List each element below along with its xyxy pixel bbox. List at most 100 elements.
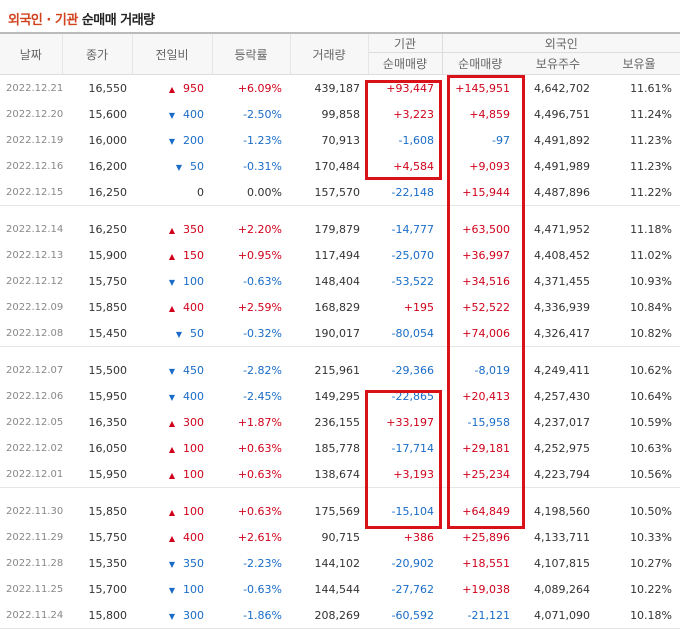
cell-rate: -0.63% — [243, 274, 282, 288]
cell-rate: +2.61% — [237, 530, 282, 544]
change-value: 100 — [183, 441, 204, 455]
change-value: 400 — [183, 530, 204, 544]
cell-institution-net: +3,223 — [393, 107, 434, 121]
cell-foreign-holdings: 4,487,896 — [534, 185, 590, 199]
cell-foreign-holdings: 4,133,711 — [534, 530, 590, 544]
cell-close: 16,250 — [88, 222, 128, 236]
cell-foreign-ratio: 10.62% — [630, 363, 673, 377]
cell-change: ▼ 450 — [132, 357, 212, 383]
table-row: 2022.12.20 15,600 ▼ 400 -2.50% 99,858 +3,223 +4… — [0, 101, 680, 127]
cell-rate: +0.95% — [237, 248, 282, 262]
cell-rate: -0.32% — [243, 326, 282, 340]
cell-close: 15,850 — [88, 300, 128, 314]
title-investors: 외국인 · 기관 — [8, 13, 78, 28]
triangle-down-icon: ▼ — [168, 277, 175, 287]
change-value: 50 — [190, 326, 204, 340]
cell-institution-net: -22,148 — [391, 185, 434, 199]
triangle-down-icon: ▼ — [168, 611, 175, 621]
change-value: 350 — [183, 222, 204, 236]
cell-date: 2022.11.30 — [6, 505, 64, 517]
cell-close: 15,850 — [88, 504, 128, 518]
cell-close: 15,800 — [88, 608, 128, 622]
cell-foreign-net: +34,516 — [462, 274, 510, 288]
cell-foreign-ratio: 11.61% — [630, 81, 673, 95]
cell-institution-net: +3,193 — [393, 467, 434, 481]
cell-foreign-net: +52,522 — [462, 300, 510, 314]
cell-close: 15,900 — [88, 248, 128, 262]
cell-institution-net: +93,447 — [386, 81, 434, 95]
cell-date: 2022.11.28 — [6, 557, 64, 569]
change-value: 200 — [183, 133, 204, 147]
cell-foreign-ratio: 10.64% — [630, 389, 673, 403]
cell-rate: -2.23% — [243, 556, 282, 570]
cell-volume: 157,570 — [314, 185, 361, 199]
cell-change: ▼ 100 — [132, 268, 212, 294]
cell-close: 15,500 — [88, 363, 128, 377]
cell-foreign-ratio: 11.18% — [630, 222, 673, 236]
cell-institution-net: +386 — [403, 530, 434, 544]
cell-rate: +2.59% — [237, 300, 282, 314]
cell-rate: +0.63% — [237, 441, 282, 455]
cell-foreign-ratio: 10.27% — [630, 556, 673, 570]
cell-change: ▼ 400 — [132, 383, 212, 409]
header-date: 날짜 — [0, 33, 63, 75]
cell-volume: 138,674 — [314, 467, 361, 481]
table-row: 2022.11.29 15,750 ▲ 400 +2.61% 90,715 +386 +25,… — [0, 524, 680, 550]
cell-rate: -1.86% — [243, 608, 282, 622]
triangle-down-icon: ▼ — [175, 329, 182, 339]
cell-institution-net: -53,522 — [391, 274, 434, 288]
cell-foreign-net: +15,944 — [462, 185, 510, 199]
cell-close: 15,350 — [88, 556, 128, 570]
cell-foreign-net: +25,896 — [462, 530, 510, 544]
cell-date: 2022.12.20 — [6, 108, 64, 120]
cell-foreign-net: +18,551 — [462, 556, 510, 570]
cell-foreign-holdings: 4,071,090 — [534, 608, 590, 622]
cell-foreign-net: +9,093 — [469, 159, 510, 173]
cell-volume: 236,155 — [314, 415, 361, 429]
table-row: 2022.12.02 16,050 ▲ 100 +0.63% 185,778 -17,714… — [0, 435, 680, 461]
cell-change: ▲ 100 — [132, 435, 212, 461]
net-trading-table: 날짜 종가 전일비 등락률 거래량 기관 외국인 순매매량 순매매량 보유주수 … — [0, 32, 680, 629]
cell-change: ▼ 50 — [132, 320, 212, 346]
cell-date: 2022.12.01 — [6, 468, 64, 480]
cell-close: 16,050 — [88, 441, 128, 455]
cell-volume: 208,269 — [314, 608, 361, 622]
header-foreign-group: 외국인 — [441, 33, 680, 53]
cell-volume: 90,715 — [321, 530, 361, 544]
cell-foreign-ratio: 11.23% — [630, 133, 673, 147]
cell-volume: 144,544 — [314, 582, 361, 596]
cell-volume: 70,913 — [321, 133, 361, 147]
cell-rate: -1.23% — [243, 133, 282, 147]
cell-foreign-holdings: 4,223,794 — [534, 467, 590, 481]
cell-change: ▼ 200 — [132, 127, 212, 153]
cell-foreign-ratio: 10.50% — [630, 504, 673, 518]
change-value: 400 — [183, 389, 204, 403]
triangle-down-icon: ▼ — [168, 110, 175, 120]
cell-date: 2022.12.07 — [6, 364, 64, 376]
change-value: 100 — [183, 504, 204, 518]
cell-foreign-ratio: 10.33% — [630, 530, 673, 544]
cell-foreign-holdings: 4,089,264 — [534, 582, 590, 596]
cell-foreign-net: +25,234 — [462, 467, 510, 481]
cell-foreign-holdings: 4,257,430 — [534, 389, 590, 403]
cell-institution-net: +33,197 — [386, 415, 434, 429]
cell-foreign-net: -15,958 — [467, 415, 510, 429]
cell-change: ▲ 150 — [132, 242, 212, 268]
cell-foreign-holdings: 4,252,975 — [534, 441, 590, 455]
cell-change: ▼ 300 — [132, 602, 212, 628]
triangle-up-icon: ▲ — [168, 84, 175, 94]
change-value: 100 — [183, 582, 204, 596]
cell-foreign-ratio: 10.82% — [630, 326, 673, 340]
cell-date: 2022.12.06 — [6, 390, 64, 402]
cell-rate: -2.82% — [243, 363, 282, 377]
cell-close: 16,250 — [88, 185, 128, 199]
table-row: 2022.11.25 15,700 ▼ 100 -0.63% 144,544 -27,762… — [0, 576, 680, 602]
cell-volume: 117,494 — [314, 248, 361, 262]
change-value: 300 — [183, 415, 204, 429]
cell-institution-net: -1,608 — [398, 133, 434, 147]
cell-institution-net: -17,714 — [391, 441, 434, 455]
cell-foreign-net: +145,951 — [455, 81, 510, 95]
cell-foreign-ratio: 10.84% — [630, 300, 673, 314]
cell-volume: 185,778 — [314, 441, 361, 455]
cell-foreign-holdings: 4,408,452 — [534, 248, 590, 262]
